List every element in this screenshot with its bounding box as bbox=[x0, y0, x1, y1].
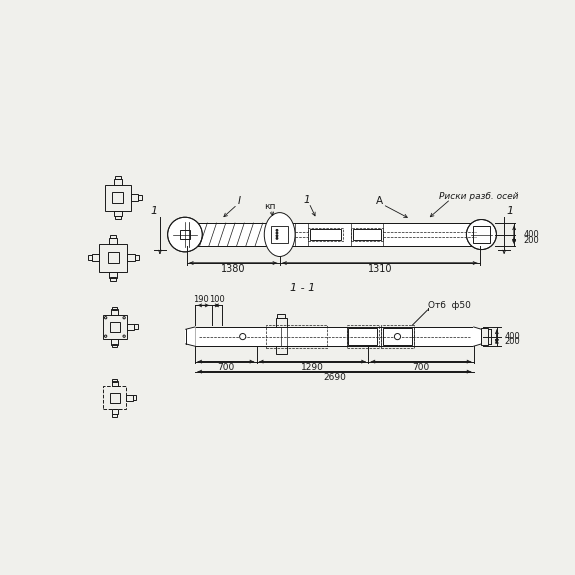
Bar bbox=[381, 325, 413, 348]
Bar bbox=[276, 346, 286, 354]
Bar bbox=[109, 271, 117, 278]
Text: I: I bbox=[237, 197, 240, 206]
Bar bbox=[110, 235, 116, 238]
Bar bbox=[186, 223, 480, 246]
Bar bbox=[481, 328, 488, 344]
Text: 400: 400 bbox=[523, 230, 539, 239]
Bar bbox=[180, 230, 190, 239]
Circle shape bbox=[276, 229, 278, 231]
Bar bbox=[134, 324, 137, 329]
Bar bbox=[266, 325, 327, 348]
Text: 200: 200 bbox=[523, 236, 539, 245]
Bar bbox=[351, 228, 383, 242]
Circle shape bbox=[466, 220, 496, 250]
Text: А: А bbox=[375, 197, 382, 206]
Bar bbox=[115, 176, 121, 179]
Bar bbox=[276, 318, 286, 327]
Bar bbox=[347, 325, 379, 348]
Bar bbox=[348, 328, 377, 346]
Text: 1: 1 bbox=[303, 195, 310, 205]
Bar bbox=[195, 327, 474, 346]
Text: Риски разб. осей: Риски разб. осей bbox=[439, 191, 519, 201]
Bar bbox=[112, 409, 118, 415]
Bar bbox=[105, 185, 131, 210]
Bar bbox=[271, 227, 288, 243]
Bar bbox=[113, 192, 124, 203]
Bar bbox=[383, 328, 412, 346]
Bar bbox=[127, 254, 135, 261]
Bar bbox=[112, 306, 117, 309]
Text: 1: 1 bbox=[150, 206, 158, 216]
Circle shape bbox=[168, 217, 202, 252]
Bar bbox=[112, 339, 118, 344]
Bar bbox=[112, 381, 118, 386]
Bar bbox=[113, 379, 117, 382]
Text: 200: 200 bbox=[504, 337, 520, 346]
Text: Отб  ф50: Отб ф50 bbox=[428, 301, 470, 310]
Bar bbox=[186, 223, 480, 246]
Bar bbox=[135, 255, 139, 260]
Polygon shape bbox=[186, 327, 195, 346]
Text: 1 - 1: 1 - 1 bbox=[290, 283, 316, 293]
Text: 1290: 1290 bbox=[301, 363, 324, 372]
Bar bbox=[310, 229, 340, 240]
Bar bbox=[353, 229, 381, 240]
Ellipse shape bbox=[264, 213, 295, 256]
Text: 100: 100 bbox=[209, 295, 225, 304]
Text: 1310: 1310 bbox=[367, 264, 392, 274]
Circle shape bbox=[394, 334, 401, 340]
Bar bbox=[308, 228, 343, 242]
Circle shape bbox=[240, 334, 246, 340]
Bar bbox=[114, 179, 122, 185]
Bar bbox=[195, 327, 474, 346]
Text: 190: 190 bbox=[193, 295, 209, 304]
Text: 2690: 2690 bbox=[323, 373, 346, 382]
Text: кп: кп bbox=[264, 202, 275, 210]
Bar bbox=[110, 277, 116, 281]
Text: 700: 700 bbox=[217, 363, 235, 372]
Bar bbox=[112, 344, 117, 347]
Bar bbox=[102, 315, 127, 339]
Text: 700: 700 bbox=[412, 363, 430, 372]
Bar bbox=[99, 244, 127, 271]
Circle shape bbox=[276, 237, 278, 239]
Bar bbox=[113, 414, 117, 417]
Bar bbox=[115, 216, 121, 219]
Bar bbox=[92, 254, 99, 261]
Text: 400: 400 bbox=[504, 332, 520, 341]
Bar bbox=[109, 237, 117, 244]
Bar bbox=[110, 322, 120, 332]
Circle shape bbox=[276, 232, 278, 234]
Bar bbox=[473, 227, 490, 243]
Bar bbox=[138, 195, 142, 200]
Bar bbox=[277, 314, 285, 318]
Bar bbox=[126, 395, 133, 401]
Bar bbox=[114, 210, 122, 216]
Bar bbox=[133, 396, 136, 400]
Circle shape bbox=[276, 235, 278, 237]
Bar bbox=[110, 393, 120, 402]
Bar bbox=[108, 252, 119, 263]
Text: 1380: 1380 bbox=[221, 264, 246, 274]
Polygon shape bbox=[474, 327, 481, 346]
Bar bbox=[131, 194, 138, 201]
Bar bbox=[88, 255, 92, 260]
Bar bbox=[104, 386, 126, 409]
Text: 1: 1 bbox=[507, 206, 514, 216]
Bar bbox=[112, 309, 118, 315]
Bar bbox=[127, 324, 134, 330]
